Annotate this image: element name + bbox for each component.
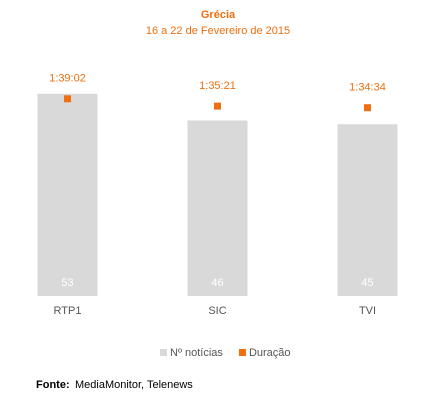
duration-label: 1:35:21 xyxy=(199,80,236,92)
legend-label: Nº notícias xyxy=(170,347,223,359)
duration-marker xyxy=(214,102,221,110)
legend-swatch xyxy=(160,349,167,356)
bar-value-label: 46 xyxy=(211,277,223,289)
chart-subtitle: 16 a 22 de Fevereiro de 2015 xyxy=(146,25,290,37)
source-label: Fonte: xyxy=(36,379,70,391)
duration-label: 1:34:34 xyxy=(349,82,386,94)
bar-value-label: 53 xyxy=(61,277,73,289)
duration-label: 1:39:02 xyxy=(49,73,86,85)
duration-marker xyxy=(364,104,371,112)
x-tick-label: RTP1 xyxy=(54,305,82,317)
x-tick-label: SIC xyxy=(208,305,226,317)
bar xyxy=(37,93,98,296)
legend-swatch xyxy=(238,349,246,356)
legend-label: Duração xyxy=(249,347,291,359)
bar xyxy=(187,120,248,296)
source-text: MediaMonitor, Telenews xyxy=(75,379,193,391)
bar-value-label: 45 xyxy=(361,277,373,289)
duration-marker xyxy=(64,95,71,103)
x-tick-label: TVI xyxy=(359,305,376,317)
chart-title: Grécia xyxy=(201,9,236,21)
bar xyxy=(337,124,398,296)
